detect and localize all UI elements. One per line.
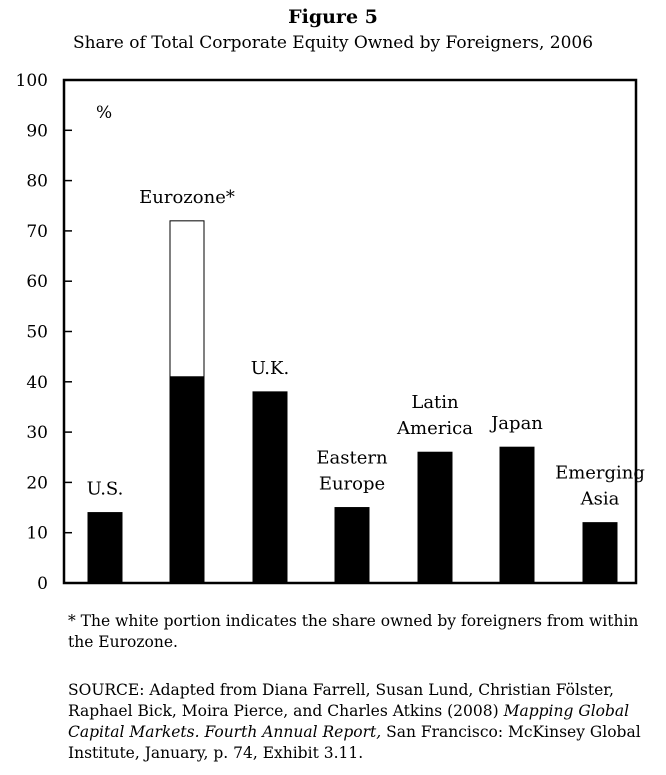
chart-title: Share of Total Corporate Equity Owned by… [72,33,594,53]
source-prefix: SOURCE: Adapted from Diana Farrell, Susa… [68,681,614,720]
footnote: * The white portion indicates the share … [68,612,639,651]
category-label: America [396,418,473,439]
y-tick-label: 40 [26,373,48,393]
y-tick-label: 80 [26,172,48,192]
y-tick-label: 30 [26,423,48,443]
category-label: Asia [580,489,620,510]
y-tick-label: 60 [26,272,48,292]
bar-eurozone [169,376,205,584]
unit-label: % [96,103,112,123]
y-tick-label: 20 [26,473,48,493]
category-label: Latin [411,392,459,413]
category-label: Europe [319,474,385,495]
bar-eurozone-within-eurozone [169,220,205,378]
y-tick-label: 0 [37,574,48,594]
bar-chart: 0 10 20 30 40 50 60 70 80 90 100% U.S. Eurozone* U.K.… [16,71,645,594]
category-label: Eurozone* [139,187,235,208]
category-label: U.K. [251,358,289,379]
category-label: Japan [489,413,543,434]
bar-us [87,512,123,584]
source-suffix: San Francisco: McKinsey Global Institute… [68,723,641,762]
y-tick-label: 100 [16,71,48,91]
y-tick-label: 90 [26,121,48,141]
category-label: Eastern [316,448,388,469]
bar-eastern-europe [334,507,370,584]
bar-latin-america [417,451,453,584]
y-tick-label: 10 [26,524,48,544]
source-note: SOURCE: Adapted from Diana Farrell, Susa… [68,680,648,764]
source-title: Mapping Global Capital Markets. Fourth A… [68,702,630,741]
y-tick-label: 70 [26,222,48,242]
category-label: U.S. [87,479,124,500]
y-tick-label: 50 [26,323,48,343]
category-label: Emerging [555,463,645,484]
bar-japan [499,446,535,584]
figure-label: Figure 5 [288,6,378,28]
bar-emerging-asia [582,522,618,584]
bar-uk [252,391,288,584]
